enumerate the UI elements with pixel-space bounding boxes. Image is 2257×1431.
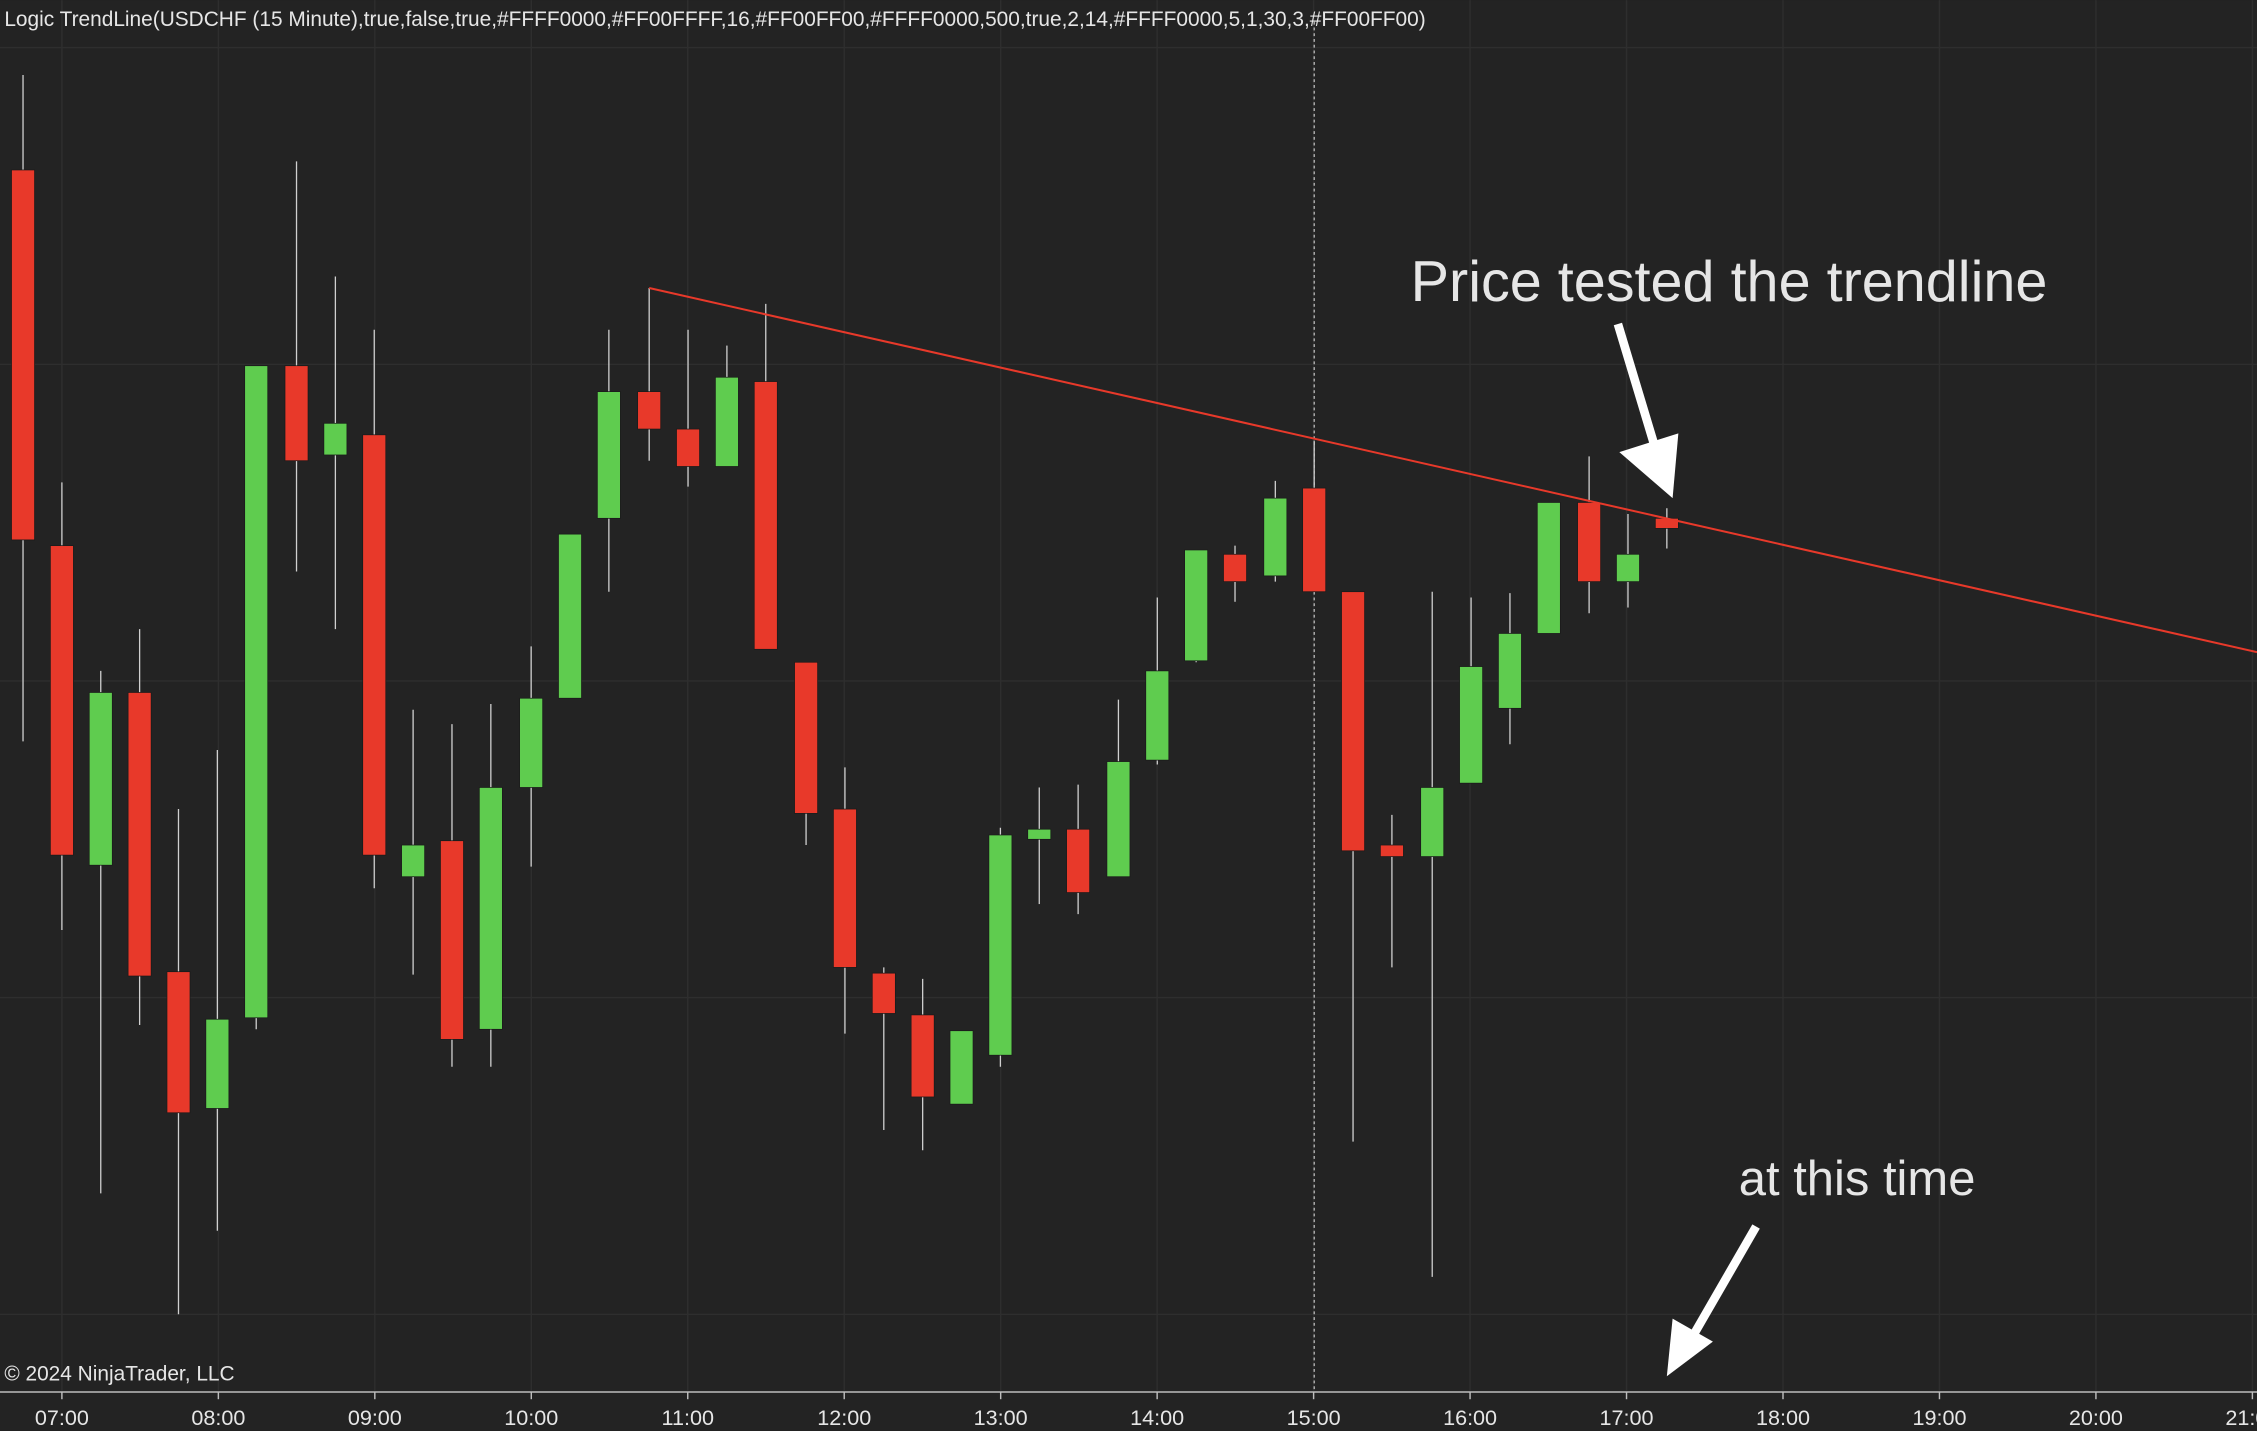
candle-body xyxy=(1106,761,1131,878)
copyright: © 2024 NinjaTrader, LLC xyxy=(4,1363,234,1386)
candle-body xyxy=(323,422,348,456)
candle-body xyxy=(794,661,818,814)
candle-body xyxy=(1420,787,1445,857)
candle-body xyxy=(558,533,582,699)
candle-body xyxy=(478,787,503,1030)
candle-body xyxy=(1302,487,1327,593)
candle-body xyxy=(871,972,896,1014)
time-label: 14:00 xyxy=(1130,1405,1184,1430)
annotation: Price tested the trendline xyxy=(1411,250,2048,314)
candle-body xyxy=(910,1014,935,1098)
time-label: 20:00 xyxy=(2069,1405,2123,1430)
candle-body xyxy=(1184,549,1209,662)
candle-body xyxy=(753,381,778,650)
candle-body xyxy=(50,545,74,856)
time-label: 19:00 xyxy=(1912,1405,1966,1430)
arrow xyxy=(1666,1224,1760,1377)
candle-body xyxy=(205,1018,230,1109)
time-label: 09:00 xyxy=(348,1405,402,1430)
time-label: 21:00 xyxy=(2225,1405,2257,1430)
candle-body xyxy=(1459,666,1483,784)
candle-body xyxy=(1380,844,1404,857)
candle-body xyxy=(127,692,152,977)
annotation: at this time xyxy=(1739,1152,1976,1206)
candle-body xyxy=(833,808,857,968)
candle-body xyxy=(1223,553,1247,582)
candle-body xyxy=(637,391,662,430)
time-label: 10:00 xyxy=(504,1405,558,1430)
indicator-title: Logic TrendLine(USDCHF (15 Minute),true,… xyxy=(4,8,1425,31)
candle-body xyxy=(715,376,739,467)
time-label: 08:00 xyxy=(191,1405,245,1430)
arrow xyxy=(1613,322,1679,499)
candle-body xyxy=(1027,828,1052,840)
candle-body xyxy=(1536,502,1561,634)
candle-body xyxy=(244,365,269,1019)
candle-body xyxy=(1616,553,1640,582)
time-label: 11:00 xyxy=(662,1405,714,1430)
time-label: 17:00 xyxy=(1600,1405,1654,1430)
candle-body xyxy=(676,428,700,467)
candle-body xyxy=(88,692,113,866)
time-label: 16:00 xyxy=(1443,1405,1497,1430)
candle-body xyxy=(401,844,425,878)
candle-body xyxy=(440,840,464,1040)
candle-body xyxy=(1263,497,1288,577)
candle-body xyxy=(1341,591,1365,852)
candle-body xyxy=(166,971,191,1114)
candle-body xyxy=(1066,828,1090,893)
candle-body xyxy=(362,434,387,856)
time-label: 18:00 xyxy=(1756,1405,1810,1430)
trendline xyxy=(648,287,2257,654)
candle-body xyxy=(596,391,621,519)
time-label: 07:00 xyxy=(35,1405,89,1430)
time-label: 12:00 xyxy=(817,1405,871,1430)
time-axis: 07:00 08:00 09:00 10:00 11:00 12:00 13:00 14:00… xyxy=(35,1392,2257,1430)
candle-body xyxy=(1498,633,1522,709)
candle-body xyxy=(1145,670,1170,761)
candles xyxy=(11,74,1679,1315)
time-label: 13:00 xyxy=(974,1405,1028,1430)
candle-body xyxy=(284,365,309,462)
candle-body xyxy=(1577,502,1601,582)
candle-body xyxy=(11,169,35,541)
time-label: 15:00 xyxy=(1287,1405,1341,1430)
candle-body xyxy=(519,697,544,788)
candle-body xyxy=(949,1030,974,1105)
candle-body xyxy=(988,834,1013,1056)
